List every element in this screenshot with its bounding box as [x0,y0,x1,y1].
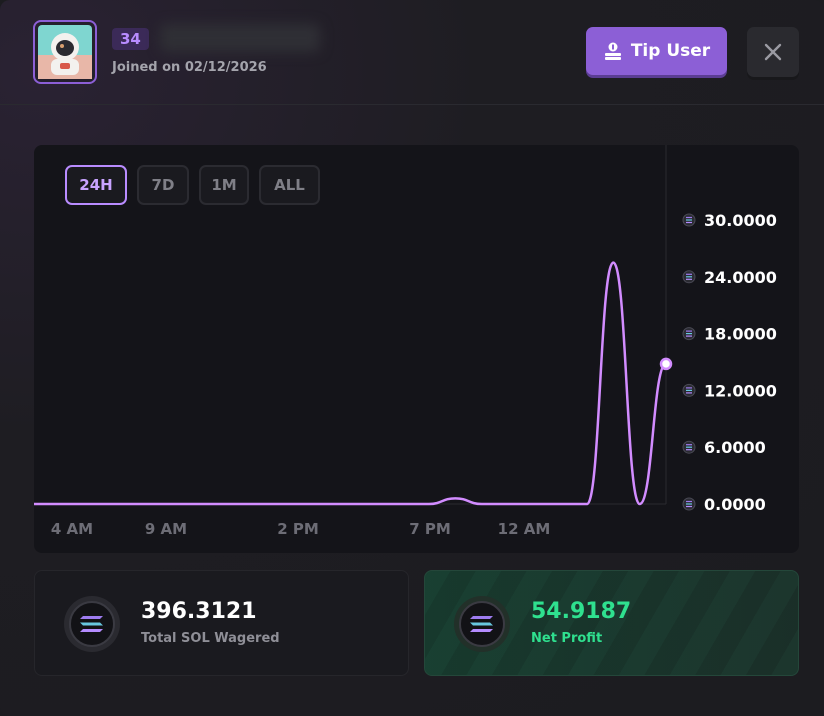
y-tick: 18.0000 [682,325,777,344]
x-tick-label: 7 PM [409,520,451,538]
tip-jar-icon [604,42,621,60]
profit-value: 54.9187 [531,599,632,624]
range-tabs: 24H 7D 1M ALL [65,165,320,205]
wagered-value: 396.3121 [141,599,257,624]
y-tick-label: 30.0000 [704,211,777,230]
profit-label: Net Profit [531,631,603,646]
stats-chart-card: 24H 7D 1M ALL 0.0000 6.0000 12.0000 18.0000… [34,145,799,553]
y-tick-label: 24.0000 [704,268,777,287]
profit-stat-card: 54.9187 Net Profit [424,570,799,676]
x-tick-label: 4 AM [51,520,93,538]
profit-series-line [34,261,668,506]
y-tick: 24.0000 [682,268,777,287]
tip-user-label: Tip User [630,41,711,61]
wagered-stat-card: 396.3121 Total SOL Wagered [34,570,409,676]
tab-all[interactable]: ALL [259,165,320,205]
x-tick-label: 2 PM [277,520,319,538]
tab-7d[interactable]: 7D [137,165,189,205]
y-tick-label: 12.0000 [704,381,777,400]
tab-1m[interactable]: 1M [199,165,249,205]
joined-date: Joined on 02/12/2026 [112,60,267,75]
profile-header: 34 Joined on 02/12/2026 Tip User [0,0,824,105]
tip-user-button[interactable]: Tip User [586,27,727,75]
profit-line-chart: 0.0000 6.0000 12.0000 18.0000 24.0000 30.0000… [34,145,777,538]
avatar [33,20,97,84]
series-end-point[interactable] [659,357,673,371]
astronaut-avatar-icon [38,25,92,79]
username-hidden [160,24,320,52]
x-tick-label: 12 AM [498,520,551,538]
y-tick: 6.0000 [682,438,766,457]
sol-coin-icon [64,596,120,652]
sol-coin-icon [454,596,510,652]
close-button[interactable] [747,27,799,77]
y-tick: 0.0000 [682,495,766,514]
y-tick-label: 0.0000 [704,495,766,514]
x-tick-label: 9 AM [145,520,187,538]
y-tick: 12.0000 [682,381,777,400]
y-tick: 30.0000 [682,211,777,230]
wagered-label: Total SOL Wagered [141,631,280,646]
y-tick-label: 6.0000 [704,438,766,457]
close-icon [764,43,782,61]
level-badge: 34 [112,28,149,50]
y-tick-label: 18.0000 [704,325,777,344]
tab-24h[interactable]: 24H [65,165,127,205]
